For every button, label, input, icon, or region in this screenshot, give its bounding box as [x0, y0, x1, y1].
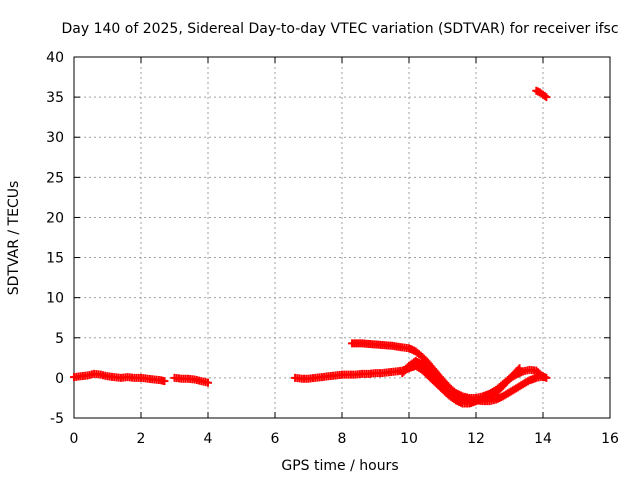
grid-layer	[74, 57, 610, 418]
y-tick-label: 15	[46, 251, 64, 267]
series-arc-1	[70, 369, 169, 386]
y-tick-label: 0	[55, 371, 64, 387]
y-tick-label: 10	[46, 291, 64, 307]
chart-title: Day 140 of 2025, Sidereal Day-to-day VTE…	[61, 21, 618, 37]
y-tick-labels: -5 0 5 10 15 20 25 30 35 40	[46, 50, 64, 427]
x-axis-label: GPS time / hours	[281, 458, 398, 474]
series-arc-5	[348, 339, 547, 402]
x-tick-label: 2	[137, 431, 146, 447]
series-arc-6	[532, 86, 551, 102]
x-tick-label: 16	[601, 431, 619, 447]
x-tick-label: 12	[467, 431, 485, 447]
y-axis-label: SDTVAR / TECUs	[6, 181, 22, 296]
y-tick-label: 5	[55, 331, 64, 347]
x-tick-label: 6	[271, 431, 280, 447]
tick-layer	[73, 56, 611, 419]
x-tick-label: 4	[204, 431, 213, 447]
y-tick-label: -5	[50, 411, 64, 427]
data-point	[160, 377, 169, 386]
y-tick-label: 25	[46, 170, 64, 186]
x-tick-label: 14	[534, 431, 552, 447]
y-tick-label: 35	[46, 90, 64, 106]
data-points	[70, 86, 551, 408]
x-tick-label: 8	[338, 431, 347, 447]
x-tick-labels: 0 2 4 6 8 10 12 14 16	[70, 431, 619, 447]
data-point	[539, 373, 547, 382]
y-tick-label: 40	[46, 50, 64, 66]
x-tick-label: 10	[400, 431, 418, 447]
data-point	[204, 378, 212, 387]
series-arc-2	[170, 373, 212, 387]
data-point	[542, 93, 551, 102]
x-tick-label: 0	[70, 431, 79, 447]
y-tick-label: 20	[46, 210, 64, 226]
y-tick-label: 30	[46, 130, 64, 146]
